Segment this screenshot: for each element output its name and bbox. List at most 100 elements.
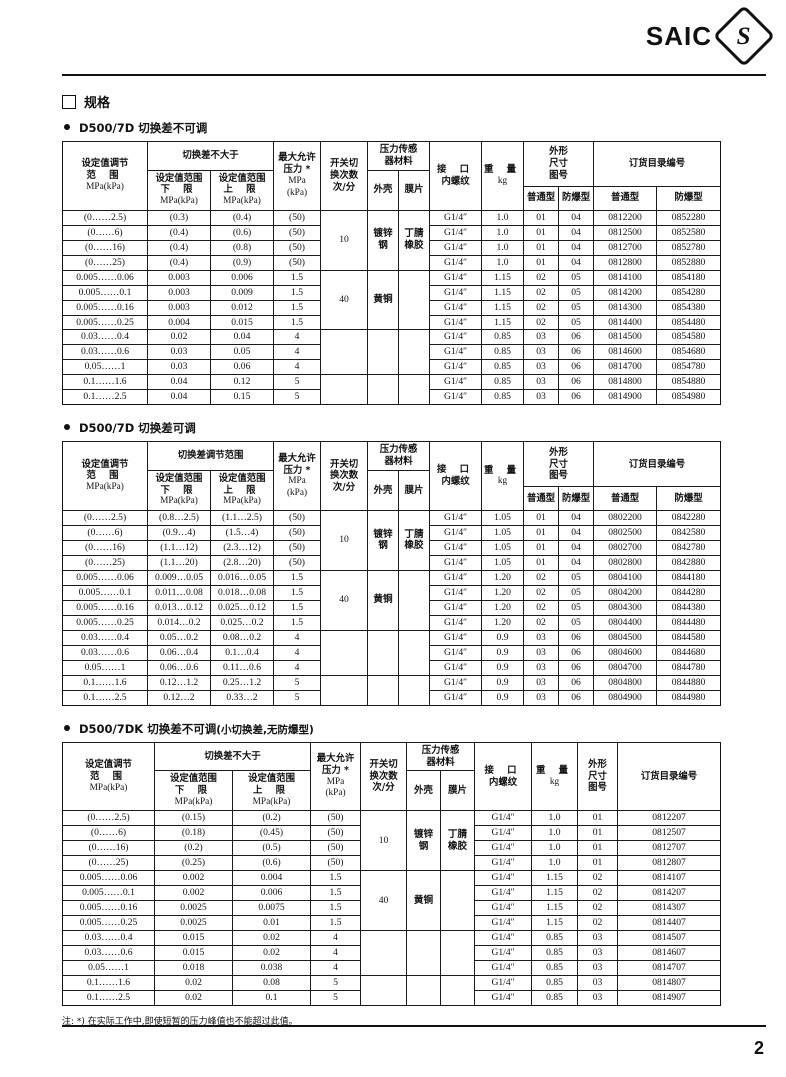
cell-diff-upper: (2.8…20)	[209, 554, 275, 571]
cell-shell-material: 镀锌钢	[406, 810, 442, 872]
cell-dim-standard: 01	[523, 254, 560, 271]
cell-order-explosion: 0852280	[656, 209, 722, 226]
cell-max-pressure: 4	[273, 659, 322, 676]
cell-max-pressure: (50)	[273, 510, 322, 526]
cell-weight: 1.20	[481, 614, 525, 631]
cell-order-standard: 0812500	[593, 224, 658, 241]
table-row: 0.1……1.6 0.04 0.12 5 G1/4″ 0.85 03 06 0814800 085…	[62, 374, 722, 406]
cell-port-thread: G1/4″	[429, 254, 483, 271]
cell-diff-upper: 0.016…0.05	[209, 569, 275, 586]
cell-max-pressure: (50)	[273, 254, 322, 271]
table-row: (0……16) (0.4) (0.8) (50) G1/4″ 1.0 01 04 0812700…	[62, 239, 722, 256]
cell-diff-lower: 0.018	[154, 960, 233, 977]
cell-dim-standard: 01	[523, 510, 560, 526]
cell-diff-lower: 0.009…0.05	[147, 569, 211, 586]
cell-max-pressure: (50)	[273, 554, 322, 571]
cell-dim-standard: 03	[523, 659, 560, 676]
cell-order-explosion: 0854180	[656, 269, 722, 286]
table-title-2: D500/7D 切换差可调	[64, 420, 720, 436]
cell-max-pressure: 4	[310, 960, 362, 977]
cell-order-standard: 0814300	[593, 299, 658, 316]
set-range-unit: MPa(kPa)	[89, 782, 128, 793]
cell-dim-explosion: 06	[558, 689, 595, 706]
table-row: 0.1……1.6 0.12…1.2 0.25…1.2 5 G1/4″ 0.9 03 06 080…	[62, 674, 722, 706]
cell-weight: 0.85	[531, 960, 579, 977]
table-row: 0.1……1.6 0.02 0.08 5 G1/4″ 0.85 03 0814807	[62, 975, 722, 1007]
cell-port-thread: G1/4″	[474, 915, 533, 932]
cell-dim-standard: 02	[523, 314, 560, 331]
cell-weight: 1.15	[481, 299, 525, 316]
cell-diff-upper: (2.3…12)	[209, 539, 275, 556]
cell-weight: 1.15	[531, 885, 579, 902]
cell-port-thread: G1/4″	[474, 840, 533, 857]
cell-diff-upper: 0.02	[231, 945, 312, 962]
cell-weight: 0.85	[481, 344, 525, 361]
cell-weight: 0.85	[481, 389, 525, 406]
section-heading: 规格	[62, 92, 720, 111]
cell-set-range: (0……2.5)	[62, 810, 155, 827]
cell-dim-standard: 02	[577, 885, 619, 902]
cell-dim-standard: 01	[523, 554, 560, 571]
cell-set-range: (0……6)	[62, 525, 148, 541]
cell-weight: 0.85	[531, 930, 579, 947]
col-max-pressure: 最大允许 压力 * MPa (kPa)	[273, 141, 322, 211]
cell-port-thread: G1/4″	[429, 674, 483, 691]
cell-port-thread: G1/4″	[429, 239, 483, 256]
cell-shell-material: 黄铜	[367, 569, 400, 631]
cell-port-thread: G1/4″	[474, 900, 533, 917]
footer-rule	[62, 1025, 766, 1027]
spec-table-2: 设定值调节范 围 MPa(kPa) 切换差调节范围 最大允许 压力 * MPa (kPa) 开…	[62, 441, 722, 706]
cell-weight: 1.0	[481, 254, 525, 271]
cell-max-pressure: 4	[310, 945, 362, 962]
cell-max-pressure: 4	[273, 359, 322, 376]
cell-max-pressure: 1.5	[273, 269, 322, 286]
col-diff-header: 切换差不大于	[153, 741, 312, 772]
cell-weight: 0.85	[531, 990, 579, 1007]
cell-dim-standard: 02	[523, 299, 560, 316]
cell-set-range: (0……16)	[62, 840, 155, 857]
cell-dim-standard: 03	[577, 990, 619, 1007]
cell-set-range: 0.005……0.1	[62, 284, 148, 301]
cell-set-range: 0.03……0.4	[62, 629, 148, 646]
section-title-text: 规格	[84, 96, 111, 111]
col-dim-explosion: 防爆型	[558, 186, 595, 211]
cell-diff-lower: 0.011…0.08	[147, 584, 211, 601]
cell-order-explosion: 0854980	[656, 389, 722, 406]
header-row-2: 设定值范围下 限 MPa(kPa) 设定值范围上 限 MPa(kPa) 外壳 膜片	[63, 469, 721, 512]
cell-weight: 1.15	[531, 870, 579, 887]
cell-shell-material	[406, 930, 442, 977]
cell-order-explosion: 0852780	[656, 239, 722, 256]
cell-shell-material: 黄铜	[367, 269, 400, 331]
table-row: 0.005……0.06 0.009…0.05 0.016…0.05 1.5 40 黄铜 G1…	[62, 569, 722, 631]
cell-switch-cycles	[320, 674, 369, 706]
col-order-explosion: 防爆型	[656, 186, 722, 211]
cell-set-range: 0.03……0.4	[62, 930, 155, 947]
table-row: 0.03……0.4 0.015 0.02 4 G1/4″ 0.85 03 0814507	[62, 930, 722, 977]
cell-port-thread: G1/4″	[429, 644, 483, 661]
cell-max-pressure: (50)	[310, 825, 362, 842]
cell-max-pressure: (50)	[310, 855, 362, 872]
cell-set-range: 0.005……0.1	[62, 584, 148, 601]
col-dim-standard: 普通型	[523, 486, 560, 512]
cell-dim-standard: 01	[577, 825, 619, 842]
cell-weight: 1.0	[481, 209, 525, 226]
cell-set-range: 0.1……1.6	[62, 374, 148, 391]
cell-dim-explosion: 06	[558, 644, 595, 661]
cell-diff-lower: (0.18)	[154, 825, 233, 842]
cell-shell-material	[406, 975, 442, 1007]
cell-diff-upper: (0.4)	[209, 209, 275, 226]
cell-diaphragm-material	[440, 870, 476, 932]
cell-order-standard: 0814107	[617, 870, 722, 887]
cell-diaphragm-material: 丁腈 橡胶	[440, 810, 476, 872]
cell-order-standard: 0802800	[593, 554, 658, 571]
cell-set-range: (0……25)	[62, 554, 148, 571]
cell-diff-lower: 0.0025	[154, 900, 233, 917]
header-row-2: 设定值范围下 限 MPa(kPa) 设定值范围上 限 MPa(kPa) 外壳 膜片	[63, 169, 721, 211]
cell-port-thread: G1/4″	[429, 599, 483, 616]
cell-dim-standard: 02	[577, 870, 619, 887]
cell-weight: 1.0	[481, 239, 525, 256]
table-title-text: D500/7D 切换差可调	[79, 420, 196, 436]
cell-weight: 1.0	[531, 810, 579, 827]
cell-diff-lower: (0.15)	[154, 810, 233, 827]
col-diff-upper: 设定值范围上 限 MPa(kPa)	[209, 169, 275, 211]
